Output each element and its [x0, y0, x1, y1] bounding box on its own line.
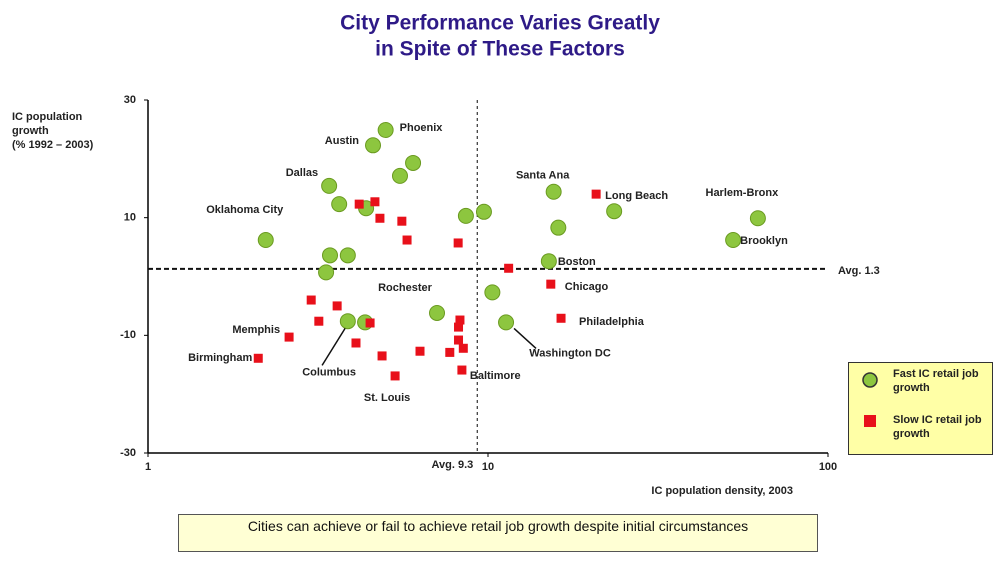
y-axis-label: (% 1992 – 2003)	[12, 139, 94, 151]
point	[457, 207, 474, 224]
point	[377, 122, 394, 139]
point	[257, 232, 274, 249]
point	[365, 318, 375, 328]
point-label: Oklahoma City	[206, 204, 284, 216]
point	[504, 263, 514, 273]
point-label: Memphis	[232, 324, 280, 336]
point	[445, 347, 455, 357]
point	[546, 279, 556, 289]
point-label: Baltimore	[470, 370, 521, 382]
point	[390, 371, 400, 381]
point	[749, 210, 766, 227]
point	[354, 199, 364, 209]
y-tick-label: -30	[120, 447, 136, 459]
point	[606, 203, 623, 220]
point	[314, 316, 324, 326]
point	[415, 346, 425, 356]
point-label: Rochester	[378, 282, 433, 294]
leader-line	[513, 327, 537, 349]
point	[339, 247, 356, 264]
point	[457, 365, 467, 375]
legend-label: Fast IC retail job growth	[893, 368, 979, 394]
point	[318, 264, 335, 281]
point	[339, 313, 356, 330]
point-label: Philadelphia	[579, 316, 645, 328]
point	[377, 351, 387, 361]
point	[540, 253, 557, 270]
x-axis-label: IC population density, 2003	[651, 485, 793, 497]
point	[454, 335, 464, 345]
point-label: Boston	[558, 256, 596, 268]
point-label: Phoenix	[400, 122, 444, 134]
point	[458, 343, 468, 353]
chart: City Performance Varies Greatly in Spite…	[12, 12, 880, 497]
point	[454, 322, 464, 332]
point	[453, 238, 463, 248]
chart-title: in Spite of These Factors	[375, 38, 625, 61]
point	[429, 304, 446, 321]
legend: Fast IC retail job growth Slow IC retail…	[848, 362, 993, 455]
avg-x-label: Avg. 9.3	[432, 459, 474, 471]
legend-icons	[862, 372, 878, 427]
point	[397, 216, 407, 226]
point	[484, 284, 501, 301]
point-label: Brooklyn	[740, 235, 788, 247]
point	[391, 167, 408, 184]
point-label: Birmingham	[188, 352, 252, 364]
point	[375, 213, 385, 223]
point	[556, 313, 566, 323]
point	[498, 314, 515, 331]
point	[322, 247, 338, 264]
x-tick-label: 1	[145, 461, 151, 473]
point-label: Columbus	[302, 366, 356, 378]
point	[332, 301, 342, 311]
point-label: Chicago	[565, 281, 609, 293]
point-label: Washington DC	[529, 347, 611, 359]
point	[405, 154, 422, 171]
point	[455, 315, 465, 325]
legend-marker	[864, 415, 876, 427]
leader-line	[321, 327, 346, 366]
avg-y-label: Avg. 1.3	[838, 265, 880, 277]
y-tick-label: -10	[120, 329, 136, 341]
point	[725, 232, 742, 249]
point	[475, 203, 492, 220]
point-label: St. Louis	[364, 392, 410, 404]
point	[550, 219, 567, 236]
point	[306, 295, 316, 305]
point	[284, 332, 294, 342]
note-box: Cities can achieve or fail to achieve re…	[178, 514, 818, 552]
point-label: Dallas	[286, 167, 318, 179]
point	[351, 338, 361, 348]
y-axis-label: IC population	[12, 111, 83, 123]
x-tick-label: 100	[819, 461, 837, 473]
point-label: Harlem-Bronx	[706, 187, 780, 199]
point	[253, 353, 263, 363]
point	[331, 196, 348, 213]
point	[370, 197, 380, 207]
point	[365, 137, 382, 154]
legend-label: Slow IC retail job growth	[893, 414, 982, 440]
y-axis-label: growth	[12, 125, 49, 137]
point-label: Long Beach	[605, 190, 668, 202]
x-tick-label: 10	[482, 461, 494, 473]
chart-title: City Performance Varies Greatly	[340, 12, 660, 35]
y-tick-label: 10	[124, 212, 136, 224]
point	[402, 235, 412, 245]
point	[591, 189, 601, 199]
point-label: Austin	[325, 135, 360, 147]
point-label: Santa Ana	[516, 170, 570, 182]
point	[545, 183, 562, 200]
legend-marker	[862, 372, 878, 388]
point	[321, 177, 338, 194]
y-tick-label: 30	[124, 94, 136, 106]
